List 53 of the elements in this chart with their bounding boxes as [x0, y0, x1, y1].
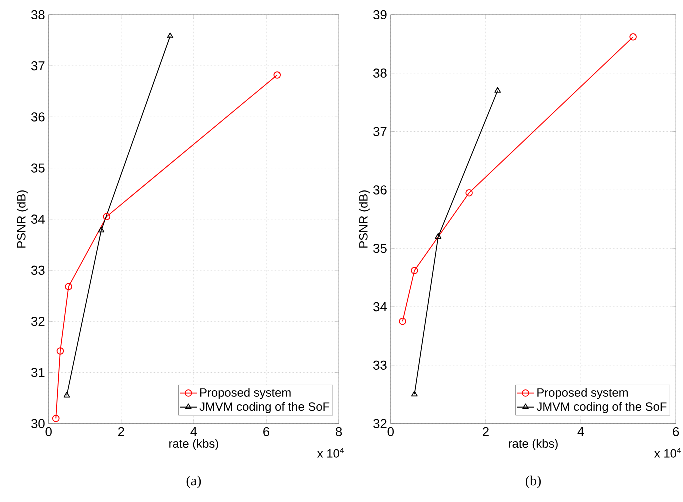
point — [399, 318, 406, 326]
y-tick-label: 35 — [31, 164, 45, 174]
y-tick-label: 34 — [31, 215, 45, 224]
y-tick-label: 33 — [374, 361, 387, 370]
y-tick-label: 37 — [374, 127, 387, 137]
point — [494, 87, 502, 94]
point — [411, 391, 418, 397]
x-tick-label: 8 — [336, 428, 342, 437]
x-axis-title: rate (kbs) — [170, 440, 218, 451]
point — [466, 190, 473, 197]
text: (b) — [526, 476, 542, 489]
point — [64, 392, 70, 398]
text: (a) — [186, 476, 202, 489]
y-tick-label: 35 — [374, 244, 387, 254]
x-tick-label: 6 — [264, 428, 270, 437]
y-tick-label: 32 — [31, 317, 45, 326]
point — [65, 283, 72, 291]
y-tick-label: 38 — [374, 68, 387, 78]
y-tick-label: 39 — [374, 10, 387, 20]
point — [56, 348, 64, 356]
x-axis-title: rate (kbs) — [509, 440, 558, 451]
legend-label: JMVM coding of the SoF — [200, 402, 330, 414]
y-tick-label: 38 — [31, 10, 45, 20]
point — [411, 267, 418, 275]
text: x 10$^{4}$ — [654, 448, 682, 458]
y-tick-label: 37 — [31, 62, 45, 71]
point — [274, 72, 282, 80]
text: x 10$^{4}$ — [318, 448, 344, 458]
x-tick-label: 0 — [46, 428, 52, 437]
x-tick-label: 6 — [673, 428, 680, 437]
y-tick-label: 33 — [31, 266, 45, 276]
y-tick-label: 34 — [374, 302, 388, 312]
y-tick-label: 36 — [31, 112, 45, 122]
x-tick-label: 2 — [483, 428, 489, 437]
y-axis-title: PSNR (dB) — [17, 190, 28, 248]
y-tick-label: 30 — [31, 419, 45, 429]
y-axis-title: PSNR (dB) — [359, 190, 370, 248]
point — [435, 233, 442, 240]
x-tick-label: 4 — [190, 428, 198, 436]
x-tick-label: 2 — [118, 428, 124, 437]
legend-label: Proposed system — [200, 388, 291, 400]
legend-label: Proposed system — [538, 388, 628, 400]
y-tick-label: 31 — [31, 368, 45, 378]
x-tick-label: 4 — [578, 428, 584, 436]
point — [52, 415, 60, 423]
point — [167, 32, 174, 39]
y-tick-label: 32 — [374, 419, 387, 429]
point — [98, 227, 105, 233]
point — [103, 213, 111, 221]
x-tick-label: 0 — [388, 428, 394, 437]
y-tick-label: 36 — [374, 186, 387, 195]
point — [630, 34, 637, 41]
legend-label: JMVM coding of the SoF — [536, 402, 667, 414]
